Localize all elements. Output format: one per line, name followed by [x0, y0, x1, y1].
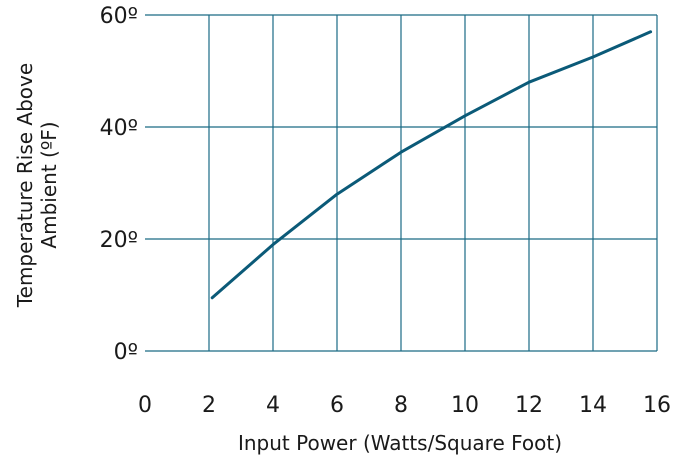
x-tick-label: 16	[643, 393, 671, 418]
x-axis-label: Input Power (Watts/Square Foot)	[238, 431, 562, 455]
x-tick-label: 12	[515, 393, 543, 418]
x-tick-label: 10	[451, 393, 479, 418]
x-tick-label: 8	[394, 393, 408, 418]
y-tick-label: 20º	[100, 228, 138, 253]
x-tick-label: 2	[202, 393, 216, 418]
y-tick-labels: 0º 20º 40º 60º	[100, 4, 138, 365]
y-axis-label-line-2: Ambient (ºF)	[37, 121, 61, 248]
y-tick-label: 0º	[114, 340, 138, 365]
y-axis-label: Temperature Rise Above Ambient (ºF)	[13, 63, 61, 308]
x-tick-label: 0	[138, 393, 152, 418]
series-line	[210, 30, 653, 300]
y-axis-label-line-1: Temperature Rise Above	[13, 63, 37, 308]
y-tick-label: 60º	[100, 4, 138, 29]
x-tick-label: 14	[579, 393, 607, 418]
x-tick-label: 4	[266, 393, 280, 418]
y-tick-label: 40º	[100, 116, 138, 141]
series-layer	[210, 30, 653, 300]
x-tick-label: 6	[330, 393, 344, 418]
x-tick-labels: 0 2 4 6 8 10 12 14 16	[138, 393, 671, 418]
grid	[145, 14, 658, 352]
